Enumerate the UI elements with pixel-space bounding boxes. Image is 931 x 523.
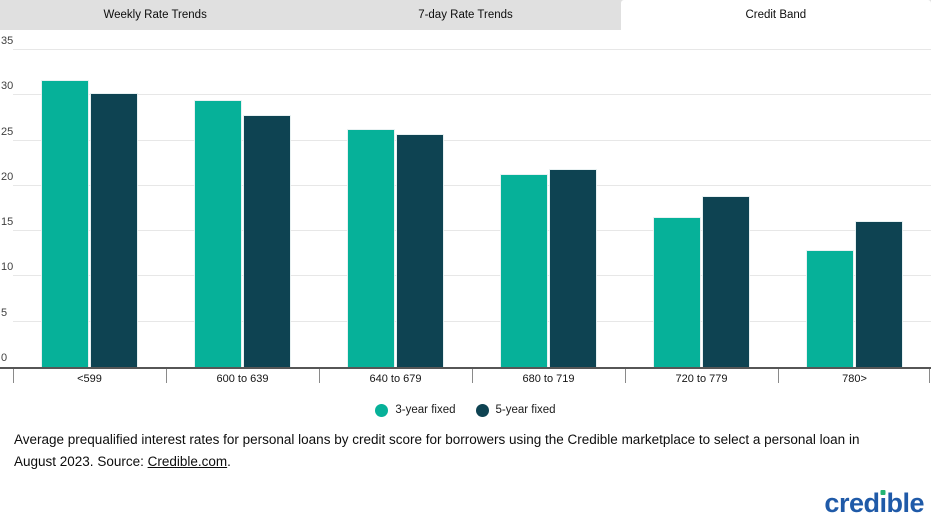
x-axis-divider (472, 369, 473, 383)
gridline (13, 230, 931, 232)
legend-label: 3-year fixed (395, 404, 456, 416)
x-axis-divider (625, 369, 626, 383)
caption-text: Average prequalified interest rates for … (14, 432, 860, 469)
legend-item-5-year-fixed: 5-year fixed (475, 403, 556, 417)
logo-text-pre: cred (824, 488, 880, 518)
logo-green-dot-icon (880, 490, 886, 495)
gridline (13, 139, 931, 141)
logo-letter-i: ı (879, 488, 887, 518)
bar-3-year-fixed-1 (194, 99, 242, 369)
y-axis-tick-label: 25 (1, 125, 14, 138)
gridline (13, 320, 931, 322)
x-axis-divider (778, 369, 779, 383)
credible-link[interactable]: Credible.com (147, 454, 228, 469)
y-axis-tick-label: 10 (1, 261, 14, 274)
credible-logo: credı ble (824, 490, 924, 517)
caption-period: . (227, 454, 231, 469)
bar-5-year-fixed-2 (396, 134, 444, 368)
x-axis-divider (166, 369, 167, 383)
bar-5-year-fixed-3 (549, 168, 597, 368)
tab-7-day-rate-trends[interactable]: 7-day Rate Trends (418, 9, 513, 21)
x-axis-category-label: 640 to 679 (369, 373, 422, 385)
legend-label: 5-year fixed (495, 404, 556, 416)
gridline (13, 184, 931, 186)
x-axis: <599 600 to 639 640 to 679 680 to 719 720 to… (0, 367, 931, 389)
chart-legend: 3-year fixed 5-year fixed (0, 395, 931, 425)
x-axis-divider (319, 369, 320, 383)
x-axis-category-label: 680 to 719 (522, 373, 575, 385)
bar-5-year-fixed-4 (702, 195, 750, 369)
legend-color-dot-icon (375, 403, 389, 417)
legend-color-dot-icon (475, 403, 489, 417)
chart-caption: Average prequalified interest rates for … (0, 425, 931, 473)
x-axis-category-label: <599 (77, 373, 102, 385)
gridline (13, 48, 931, 50)
gridline (13, 275, 931, 277)
x-axis-category-label: 600 to 639 (216, 373, 269, 385)
y-axis-tick-label: 15 (1, 216, 14, 229)
y-axis-tick-label: 35 (1, 34, 14, 47)
x-axis-category-label: 720 to 779 (675, 373, 728, 385)
bar-5-year-fixed-0 (90, 93, 138, 368)
bar-3-year-fixed-0 (41, 79, 89, 369)
gridline (13, 94, 931, 96)
bar-3-year-fixed-2 (347, 128, 395, 369)
tab-weekly-rate-trends[interactable]: Weekly Rate Trends (103, 9, 207, 21)
bar-5-year-fixed-5 (855, 221, 903, 368)
y-axis-tick-label: 30 (1, 80, 14, 93)
bar-3-year-fixed-4 (653, 217, 701, 368)
bar-5-year-fixed-1 (243, 115, 291, 368)
y-axis-tick-label: 20 (1, 170, 14, 183)
x-axis-category-label: 780> (842, 373, 867, 385)
y-axis-tick-label: 5 (1, 306, 8, 319)
legend-item-3-year-fixed: 3-year fixed (375, 403, 456, 417)
y-axis-tick-label: 0 (1, 352, 8, 364)
logo-text-post: ble (886, 488, 924, 518)
bar-3-year-fixed-3 (500, 173, 548, 369)
tab-credit-band[interactable]: Credit Band (620, 0, 931, 30)
tab-bar: Weekly Rate Trends 7-day Rate Trends Cre… (0, 0, 931, 30)
x-axis-divider (929, 369, 930, 383)
bar-3-year-fixed-5 (806, 250, 854, 368)
x-axis-divider (13, 369, 14, 383)
bar-chart-plot-area: 0 5 10 15 20 25 30 35 (0, 30, 931, 369)
